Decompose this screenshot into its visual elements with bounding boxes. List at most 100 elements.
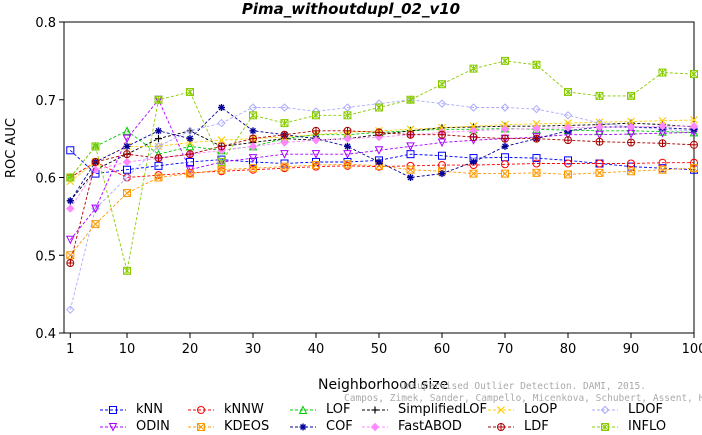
chart-title: Pima_withoutdupl_02_v10 [241, 0, 461, 18]
data-point [658, 165, 667, 174]
x-tick-label: 30 [245, 342, 262, 357]
data-point [375, 128, 383, 137]
data-point [248, 103, 258, 112]
data-point [532, 124, 541, 133]
legend-label: kNN [136, 402, 163, 417]
x-tick-label: 1 [66, 342, 74, 357]
y-tick-label: 0.5 [35, 249, 56, 264]
data-point [154, 154, 163, 163]
series-ldof [66, 95, 699, 314]
legend-label: INFLO [628, 419, 667, 434]
data-point [438, 123, 446, 132]
series-line [69, 106, 695, 202]
legend-swatch [290, 423, 316, 431]
data-point [217, 142, 226, 151]
data-point [627, 162, 635, 171]
data-point [217, 165, 226, 174]
data-point [123, 150, 131, 159]
data-point [91, 204, 100, 214]
chart-legend: kNN kNNW LOF SimplifiedLOF LoOP LDOF ODIN KDEOS… [96, 401, 696, 435]
data-point [564, 170, 572, 179]
data-point [343, 160, 352, 169]
data-point [500, 125, 510, 134]
data-point [186, 150, 194, 159]
data-point [690, 70, 698, 79]
legend-label: LDOF [628, 402, 663, 417]
data-point [186, 169, 194, 178]
data-point [123, 165, 131, 174]
data-point [217, 157, 226, 166]
data-point [154, 173, 163, 182]
data-point [470, 158, 477, 166]
data-point [501, 160, 509, 169]
data-point [123, 266, 131, 275]
data-point [627, 91, 635, 100]
data-point [563, 123, 573, 132]
series-kdeos [66, 160, 698, 260]
data-point [249, 134, 257, 143]
series-ldf [66, 126, 698, 268]
x-tick-label: 80 [560, 342, 577, 357]
data-point [690, 116, 698, 124]
data-point [438, 151, 446, 160]
y-axis-label: ROC AUC [4, 118, 19, 178]
data-point [437, 138, 447, 148]
data-point [154, 161, 163, 170]
data-point [627, 159, 635, 168]
x-tick-label: 100 [682, 342, 702, 357]
data-point [595, 137, 604, 146]
data-point [406, 165, 415, 174]
data-point [627, 117, 635, 126]
data-point [311, 150, 321, 159]
data-point [249, 111, 257, 120]
data-point [343, 150, 352, 159]
legend-label: kNNW [224, 402, 264, 417]
data-point [406, 130, 415, 139]
legend-label: COF [326, 419, 353, 434]
data-point [343, 103, 352, 112]
legend-swatch [362, 422, 388, 432]
credit-line-2: Campos, Zimek, Sander, Campello, Micenko… [344, 393, 702, 404]
legend-label: SimplifiedLOF [398, 402, 487, 417]
data-point [122, 134, 132, 144]
x-tick-label: 40 [308, 342, 325, 357]
legend-swatch [188, 423, 214, 431]
data-point [407, 174, 414, 181]
data-point [248, 142, 258, 151]
data-point [186, 135, 194, 143]
legend-swatch [290, 405, 316, 414]
data-point [312, 126, 320, 135]
data-point [374, 146, 384, 155]
data-point [595, 122, 604, 132]
credit-line-1: Unsupervised Outlier Detection. DAMI, 20… [400, 381, 646, 392]
data-point [658, 121, 667, 131]
data-point [532, 154, 541, 163]
y-tick-label: 0.4 [35, 327, 56, 342]
legend-swatch [488, 406, 514, 414]
y-tick-label: 0.8 [35, 16, 56, 31]
data-point [66, 204, 75, 213]
data-point [627, 138, 635, 147]
data-point [343, 126, 352, 135]
data-point [438, 80, 446, 89]
data-point [218, 104, 225, 112]
x-axis-label: Neighborhood size [318, 377, 449, 393]
series-line [69, 98, 695, 240]
data-point [66, 197, 74, 205]
data-point [123, 189, 131, 198]
data-point [343, 111, 352, 120]
series-line [70, 161, 694, 178]
data-point [690, 164, 698, 173]
data-point [501, 134, 509, 143]
data-point [217, 136, 226, 145]
data-point [344, 142, 351, 150]
data-point [626, 122, 636, 132]
data-point [532, 134, 541, 143]
data-point [690, 140, 698, 149]
data-point [248, 154, 258, 163]
data-point [249, 164, 257, 173]
legend-swatch [362, 406, 388, 414]
data-point [501, 120, 509, 129]
data-point [66, 146, 75, 155]
data-point [343, 134, 352, 143]
